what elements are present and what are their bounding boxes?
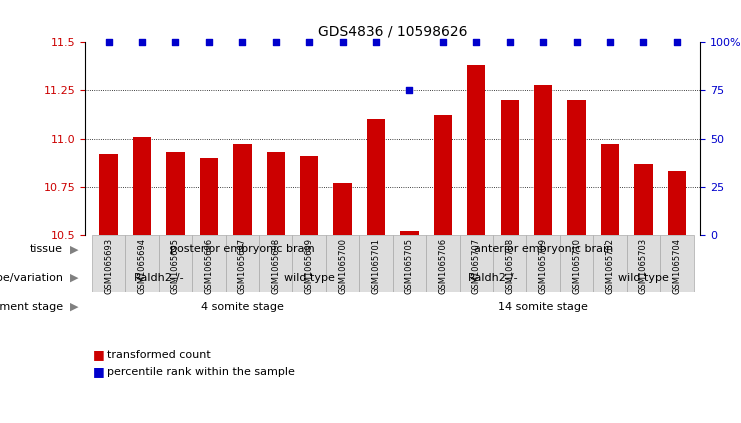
Bar — [92, 235, 125, 292]
Point — [637, 39, 649, 46]
Point — [103, 39, 115, 46]
Text: wild type: wild type — [284, 273, 335, 283]
Text: genotype/variation: genotype/variation — [0, 273, 63, 283]
Point — [303, 39, 315, 46]
Bar — [467, 66, 485, 235]
Bar — [125, 235, 159, 292]
Bar — [400, 231, 419, 235]
Bar — [660, 235, 694, 292]
Bar — [326, 235, 359, 292]
Text: anterior embryonic brain: anterior embryonic brain — [473, 244, 613, 254]
Point — [437, 39, 449, 46]
Bar — [199, 158, 218, 235]
Bar — [359, 235, 393, 292]
Bar — [493, 235, 526, 292]
Bar — [259, 235, 293, 292]
Bar — [159, 235, 192, 292]
Text: ■: ■ — [93, 349, 104, 361]
Bar — [594, 235, 627, 292]
Text: GSM1065709: GSM1065709 — [539, 238, 548, 294]
Text: GSM1065705: GSM1065705 — [405, 238, 414, 294]
Text: ▶: ▶ — [70, 302, 79, 312]
Bar — [267, 152, 285, 235]
Point — [537, 39, 549, 46]
Bar — [634, 164, 653, 235]
Bar — [560, 235, 594, 292]
Text: 14 somite stage: 14 somite stage — [498, 302, 588, 312]
Bar — [393, 235, 426, 292]
Text: GSM1065700: GSM1065700 — [338, 238, 347, 294]
Bar — [367, 119, 385, 235]
Text: GSM1065694: GSM1065694 — [138, 238, 147, 294]
Bar — [293, 235, 326, 292]
Text: ■: ■ — [93, 365, 104, 378]
Bar — [133, 137, 151, 235]
Bar — [459, 235, 493, 292]
Text: transformed count: transformed count — [107, 350, 211, 360]
Text: development stage: development stage — [0, 302, 63, 312]
Title: GDS4836 / 10598626: GDS4836 / 10598626 — [318, 25, 468, 38]
Point — [170, 39, 182, 46]
Bar — [627, 235, 660, 292]
Bar — [233, 144, 251, 235]
Bar — [99, 154, 118, 235]
Text: GSM1065701: GSM1065701 — [371, 238, 381, 294]
Bar — [426, 235, 459, 292]
Point — [471, 39, 482, 46]
Bar — [225, 235, 259, 292]
Bar — [500, 100, 519, 235]
Text: tissue: tissue — [30, 244, 63, 254]
Point — [336, 39, 348, 46]
Bar — [192, 235, 225, 292]
Text: 4 somite stage: 4 somite stage — [201, 302, 284, 312]
Text: ▶: ▶ — [70, 273, 79, 283]
Text: GSM1065695: GSM1065695 — [171, 238, 180, 294]
Text: posterior embryonic brain: posterior embryonic brain — [170, 244, 315, 254]
Bar — [526, 235, 560, 292]
Bar — [534, 85, 552, 235]
Text: Raldh2-/-: Raldh2-/- — [133, 273, 184, 283]
Text: GSM1065710: GSM1065710 — [572, 238, 581, 294]
Text: GSM1065708: GSM1065708 — [505, 238, 514, 294]
Point — [404, 87, 416, 94]
Text: GSM1065693: GSM1065693 — [104, 238, 113, 294]
Text: GSM1065697: GSM1065697 — [238, 238, 247, 294]
Text: GSM1065707: GSM1065707 — [472, 238, 481, 294]
Text: wild type: wild type — [618, 273, 669, 283]
Bar — [300, 156, 319, 235]
Text: percentile rank within the sample: percentile rank within the sample — [107, 367, 296, 377]
Point — [504, 39, 516, 46]
Text: ▶: ▶ — [70, 244, 79, 254]
Text: GSM1065702: GSM1065702 — [605, 238, 614, 294]
Bar — [568, 100, 586, 235]
Text: GSM1065703: GSM1065703 — [639, 238, 648, 294]
Text: GSM1065698: GSM1065698 — [271, 238, 280, 294]
Text: GSM1065699: GSM1065699 — [305, 238, 313, 294]
Point — [571, 39, 582, 46]
Bar — [433, 115, 452, 235]
Text: GSM1065696: GSM1065696 — [205, 238, 213, 294]
Point — [203, 39, 215, 46]
Text: GSM1065704: GSM1065704 — [672, 238, 681, 294]
Bar — [668, 171, 686, 235]
Text: Raldh2-/-: Raldh2-/- — [468, 273, 518, 283]
Point — [671, 39, 682, 46]
Point — [370, 39, 382, 46]
Text: GSM1065706: GSM1065706 — [439, 238, 448, 294]
Bar — [333, 183, 352, 235]
Point — [236, 39, 248, 46]
Point — [270, 39, 282, 46]
Point — [136, 39, 148, 46]
Point — [604, 39, 616, 46]
Bar — [166, 152, 185, 235]
Bar — [601, 144, 619, 235]
